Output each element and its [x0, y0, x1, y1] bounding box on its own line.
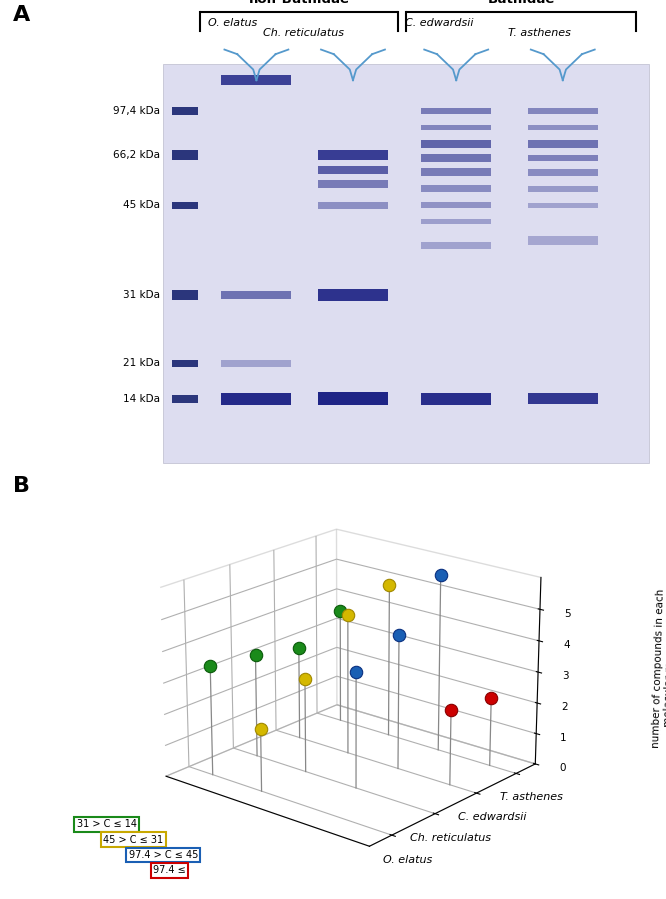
Bar	[172, 395, 198, 403]
Bar	[527, 140, 597, 147]
Bar	[172, 290, 198, 299]
Bar	[422, 155, 492, 162]
Bar	[422, 393, 492, 405]
Text: 97.4 > C ≤ 45: 97.4 > C ≤ 45	[129, 850, 198, 860]
Bar	[422, 185, 492, 192]
Text: 31 kDa: 31 kDa	[123, 290, 160, 300]
Text: B: B	[13, 476, 31, 496]
Bar	[221, 360, 292, 367]
Text: Ch. reticulatus: Ch. reticulatus	[262, 28, 344, 38]
Text: 21 kDa: 21 kDa	[123, 359, 160, 369]
Bar	[527, 169, 597, 175]
Bar	[172, 201, 198, 209]
Text: 66,2 kDa: 66,2 kDa	[113, 150, 160, 160]
Bar	[422, 219, 492, 224]
Bar	[318, 202, 388, 209]
Bar	[527, 393, 597, 405]
Text: 45 > C ≤ 31: 45 > C ≤ 31	[103, 834, 163, 845]
Bar	[527, 108, 597, 114]
Bar	[172, 149, 198, 160]
Text: non-Buthidae: non-Buthidae	[248, 0, 350, 6]
Bar	[422, 139, 492, 148]
Bar	[221, 393, 292, 405]
Text: O. elatus: O. elatus	[208, 18, 258, 29]
Bar	[527, 155, 597, 162]
Bar	[527, 236, 597, 245]
Bar	[527, 203, 597, 208]
Bar	[318, 289, 388, 300]
Bar	[318, 149, 388, 160]
Text: 31 > C ≤ 14: 31 > C ≤ 14	[77, 819, 137, 830]
Bar	[422, 168, 492, 176]
Text: T. asthenes: T. asthenes	[508, 28, 571, 38]
Text: C. edwardsii: C. edwardsii	[406, 18, 474, 29]
Bar	[172, 360, 198, 367]
Bar	[221, 75, 292, 85]
Bar	[318, 392, 388, 405]
Text: 97,4 kDa: 97,4 kDa	[113, 106, 160, 116]
Bar	[221, 290, 292, 299]
Bar	[422, 108, 492, 114]
Bar	[527, 186, 597, 191]
Bar	[422, 242, 492, 249]
Text: Buthidae: Buthidae	[488, 0, 555, 6]
Bar	[163, 64, 649, 462]
Bar	[172, 107, 198, 115]
Bar	[318, 181, 388, 188]
Bar	[422, 202, 492, 209]
Bar	[422, 125, 492, 130]
Text: A: A	[13, 4, 31, 24]
Bar	[527, 125, 597, 130]
Text: 45 kDa: 45 kDa	[123, 200, 160, 210]
Text: 14 kDa: 14 kDa	[123, 394, 160, 404]
Text: 97.4 ≤: 97.4 ≤	[153, 865, 186, 876]
Bar	[318, 165, 388, 174]
